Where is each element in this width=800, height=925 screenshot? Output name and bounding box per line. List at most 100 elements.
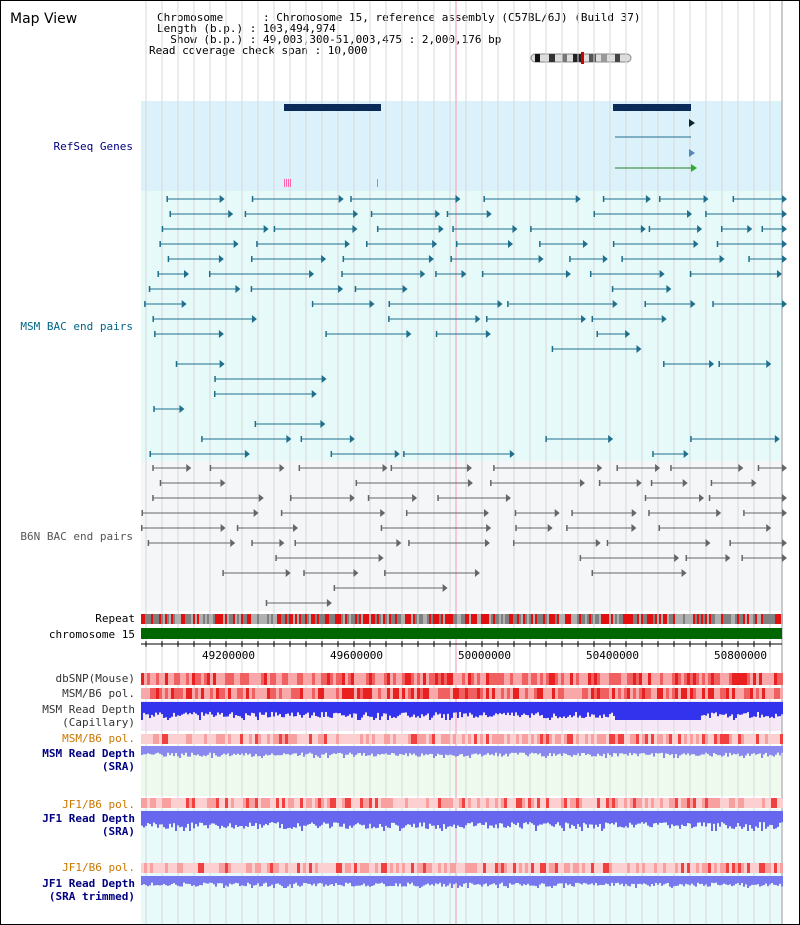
jf1-b6-pol-strip [390,863,393,873]
msm-bac-pair [309,270,315,278]
msm-depth-sra-bar [237,746,239,754]
jf1-depth-sra-bar [197,811,199,827]
track-label-refseq[interactable]: RefSeq Genes [53,140,133,153]
repeat-segment [663,614,665,624]
jf1-b6-pol-strip [411,863,414,873]
jf1-depth-sra-bar [625,811,627,827]
jf1-b6-pol-strip [234,798,237,808]
jf1-b6-pol-strip [252,863,255,873]
repeat-segment [347,614,349,624]
msm-b6-pol-strip [750,688,753,699]
msm-depth-sra-bar [517,746,519,755]
repeat-segment [359,614,361,624]
msm-b6-pol-strip [648,734,651,744]
msm-depth-capillary-bar [415,702,417,718]
msm-b6-pol-strip [468,688,471,699]
msm-depth-capillary-bar [253,702,255,714]
jf1-depth-sra-bar [673,811,675,827]
jf1-depth-sra-bar [573,811,575,827]
jf1-depth-sra-bar [303,811,305,826]
jf1-depth-trimmed-bar [349,876,351,883]
jf1-depth-trimmed-bar [531,876,533,886]
msm-depth-capillary-bar [213,702,215,717]
msm-depth-capillary-bar [699,702,701,720]
msm-b6-pol-strip [774,688,777,699]
msm-depth-sra-bar [329,746,331,756]
jf1-depth-trimmed-bar [619,876,621,885]
track-label-b6n-bac[interactable]: B6N BAC end pairs [20,530,133,543]
msm-bac-pair [320,420,326,428]
msm-b6-pol-strip [495,688,498,699]
track-label-msm-bac[interactable]: MSM BAC end pairs [20,320,133,333]
msm-b6-pol-strip [714,688,717,699]
repeat-segment [493,614,495,624]
msm-depth-capillary-bar [417,702,419,717]
jf1-b6-pol-strip [522,863,525,873]
msm-depth-capillary-bar [671,702,673,720]
msm-depth-capillary-bar [247,702,249,716]
msm-depth-capillary-bar [445,702,447,720]
repeat-segment [315,614,317,624]
dbsnp-strip [339,673,342,685]
jf1-depth-trimmed-bar [343,876,345,887]
jf1-b6-pol-strip [468,798,471,808]
msm-depth-sra-bar [679,746,681,756]
msm-b6-pol-strip [156,734,159,744]
jf1-depth-sra-bar [367,811,369,829]
jf1-depth-trimmed-bar [373,876,375,886]
jf1-depth-sra-bar [437,811,439,826]
jf1-b6-pol-strip [330,863,333,873]
msm-b6-pol-strip [447,688,450,699]
jf1-depth-sra-bar [703,811,705,823]
jf1-b6-pol-strip [753,798,756,808]
jf1-b6-pol-strip [339,863,342,873]
msm-depth-sra-bar [533,746,535,754]
repeat-segment [517,614,519,624]
msm-b6-pol-strip [243,688,246,699]
msm-depth-capillary-bar [579,702,581,716]
msm-depth-capillary-bar [561,702,563,718]
msm-b6-pol-strip [627,688,630,699]
jf1-b6-pol-strip [204,863,207,873]
jf1-depth-trimmed-bar [153,876,155,886]
msm-b6-pol-strip [483,734,486,744]
jf1-b6-pol-strip [366,863,369,873]
msm-bac-pair [432,240,438,248]
repeat-segment [489,614,491,624]
jf1-depth-trimmed-bar [293,876,295,884]
jf1-b6-pol-strip [609,863,612,873]
jf1-b6-pol-strip [321,863,324,873]
repeat-segment [593,614,595,624]
dbsnp-strip [480,673,483,685]
jf1-b6-pol-strip [699,863,702,873]
b6n-bac-pair [220,524,226,532]
msm-b6-pol-strip [294,688,297,699]
msm-depth-sra-bar [429,746,431,754]
dbsnp-strip [738,673,741,685]
repeat-segment [321,614,323,624]
msm-b6-pol-strip [657,688,660,699]
jf1-depth-sra-bar [241,811,243,826]
jf1-depth-sra-bar [503,811,505,828]
msm-b6-pol-strip [159,688,162,699]
jf1-b6-pol-strip [645,798,648,808]
msm-depth-sra-bar [177,746,179,757]
jf1-depth-sra-bar [413,811,415,824]
msm-depth-capillary-bar [669,702,671,720]
jf1-depth-trimmed-bar [691,876,693,884]
msm-depth-sra-bar [737,746,739,754]
msm-depth-capillary-bar [265,702,267,713]
chromosome-ideogram[interactable] [529,51,637,65]
msm-depth-sra-bar [645,746,647,755]
dbsnp-strip [309,673,312,685]
msm-depth-sra-bar [487,746,489,754]
jf1-b6-pol-strip [222,798,225,808]
msm-depth-sra-bar [661,746,663,753]
jf1-b6-pol-strip [708,863,711,873]
msm-depth-capillary-bar [483,702,485,713]
msm-depth-capillary-bar [493,702,495,716]
msm-depth-capillary-bar [285,702,287,715]
msm-b6-pol-strip [351,688,354,699]
repeat-segment [357,614,359,624]
